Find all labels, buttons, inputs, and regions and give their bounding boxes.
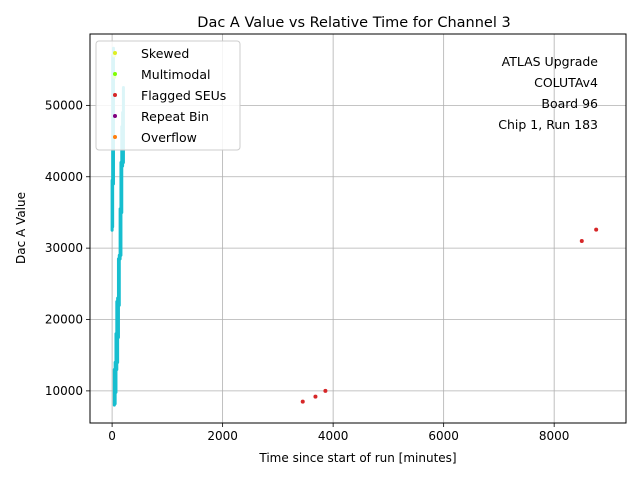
legend-label: Repeat Bin — [141, 109, 209, 124]
y-axis-label: Dac A Value — [14, 192, 28, 264]
x-tick-label: 6000 — [428, 429, 459, 443]
x-tick-label: 4000 — [318, 429, 349, 443]
x-axis-label: Time since start of run [minutes] — [258, 451, 456, 465]
annotation-line-2: COLUTAv4 — [534, 75, 598, 90]
chart-title: Dac A Value vs Relative Time for Channel… — [197, 15, 510, 31]
data-point — [594, 227, 599, 232]
y-tick-label: 50000 — [45, 98, 83, 112]
data-point — [579, 238, 584, 243]
annotation-line-3: Board 96 — [541, 96, 598, 111]
y-tick-label: 30000 — [45, 241, 83, 255]
legend: Skewed Multimodal Flagged SEUs Repeat Bin Ov… — [95, 40, 241, 151]
legend-label: Multimodal — [141, 67, 210, 82]
y-axis-ticks: 10000 20000 30000 40000 50000 — [45, 98, 90, 398]
y-tick-label: 10000 — [45, 384, 83, 398]
plot-frame — [89, 33, 627, 424]
legend-label: Overflow — [141, 130, 197, 145]
data-point — [323, 388, 328, 393]
annotation-line-1: ATLAS Upgrade — [502, 54, 599, 69]
annotation-line-4: Chip 1, Run 183 — [498, 117, 598, 132]
data-point — [313, 394, 318, 399]
y-tick-label: 20000 — [45, 313, 83, 327]
x-axis-ticks: 0 2000 4000 6000 8000 — [108, 423, 569, 443]
x-tick-label: 2000 — [207, 429, 238, 443]
legend-marker — [113, 93, 117, 97]
legend-marker — [113, 51, 117, 55]
legend-label: Skewed — [141, 46, 189, 61]
data-point — [300, 399, 305, 404]
legend-marker — [113, 114, 117, 118]
legend-label: Flagged SEUs — [141, 88, 226, 103]
legend-marker — [113, 72, 117, 76]
annotation-box: ATLAS Upgrade COLUTAv4 Board 96 Chip 1, … — [498, 54, 598, 132]
legend-frame — [95, 40, 241, 151]
legend-marker — [113, 135, 117, 139]
x-tick-label: 8000 — [539, 429, 570, 443]
x-tick-label: 0 — [108, 429, 116, 443]
y-tick-label: 40000 — [45, 170, 83, 184]
